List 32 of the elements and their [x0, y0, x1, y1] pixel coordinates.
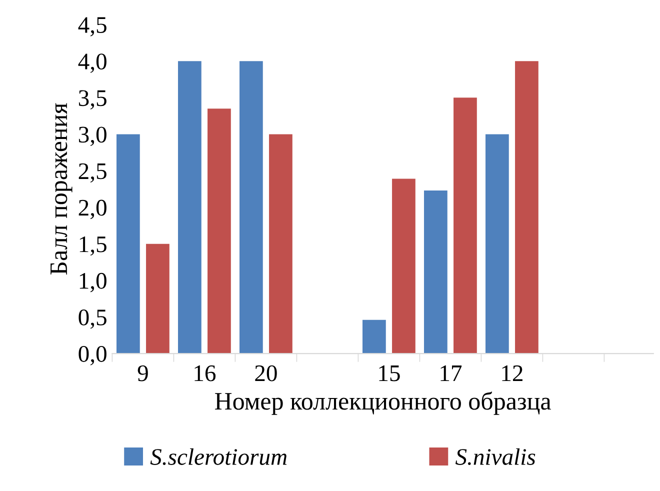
- y-tick-label: 0,5: [78, 309, 106, 329]
- bar: [146, 244, 170, 354]
- y-tick-label: 2,0: [78, 200, 106, 220]
- x-axis-title: Номер коллекционного образца: [215, 392, 551, 415]
- y-tick-label: 1,0: [80, 272, 106, 292]
- x-tick-label: 16: [194, 365, 216, 382]
- y-tick-label: 4,0: [78, 54, 106, 73]
- y-axis-title: Балл поражения: [50, 103, 72, 275]
- bar: [362, 320, 386, 354]
- bar: [269, 134, 292, 354]
- x-tick-label: 15: [379, 365, 400, 382]
- bar: [424, 190, 448, 354]
- y-tick-label: 0,0: [78, 346, 106, 366]
- y-tick-label: 4,5: [78, 17, 106, 36]
- y-tick-label: 2,5: [78, 163, 106, 183]
- y-tick-label: 1,5: [80, 236, 106, 256]
- x-tick-label: 17: [440, 365, 462, 382]
- y-tick-label: 3,0: [78, 126, 106, 146]
- x-tick-label: 12: [502, 365, 522, 382]
- bar: [240, 61, 263, 354]
- bar: [178, 61, 202, 354]
- bar: [208, 108, 231, 354]
- bar: [116, 134, 140, 354]
- bar: [392, 178, 416, 354]
- y-tick-label: 3,5: [78, 90, 106, 110]
- x-tick-label: 20: [255, 365, 277, 382]
- legend-label: S.sclerotiorum: [150, 448, 287, 466]
- bar: [515, 61, 538, 354]
- bar: [486, 134, 509, 354]
- x-tick-label: 9: [138, 365, 148, 382]
- bar: [454, 98, 477, 354]
- legend-label: S.nivalis: [456, 448, 536, 466]
